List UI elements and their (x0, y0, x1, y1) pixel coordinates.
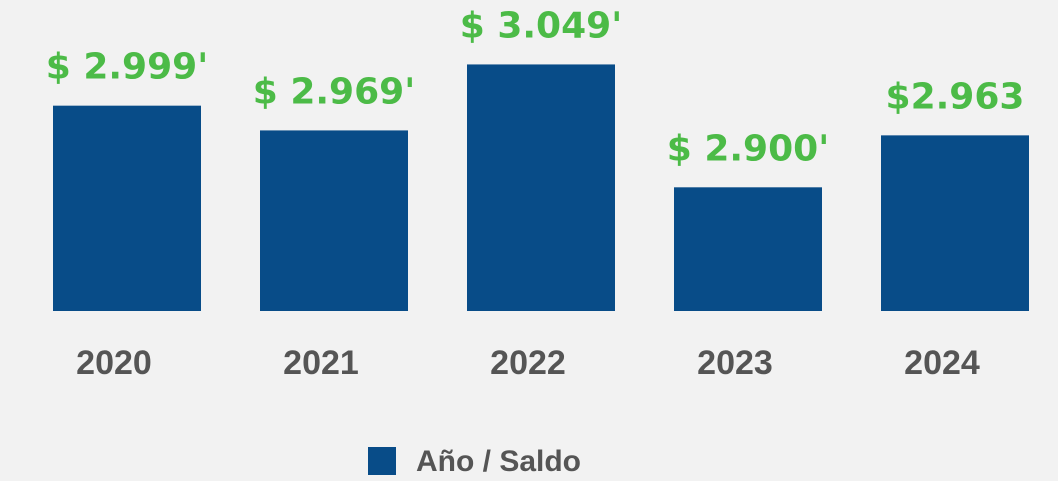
bar (881, 135, 1029, 311)
value-label: $ 2.999' (46, 47, 208, 88)
bar (674, 187, 822, 311)
bar (467, 64, 615, 311)
legend-label: Año / Saldo (416, 445, 581, 478)
value-label: $2.963 (886, 76, 1025, 117)
value-label: $ 2.969' (253, 71, 415, 112)
value-label: $ 2.900' (667, 128, 829, 169)
bar (260, 130, 408, 311)
x-tick-label: 2021 (283, 344, 359, 382)
x-tick-label: 2024 (904, 344, 980, 382)
x-tick-label: 2020 (76, 344, 152, 382)
x-tick-label: 2022 (490, 344, 566, 382)
value-label: $ 3.049' (460, 5, 622, 46)
legend-swatch (368, 447, 396, 475)
bar (53, 105, 201, 311)
x-tick-label: 2023 (697, 344, 773, 382)
